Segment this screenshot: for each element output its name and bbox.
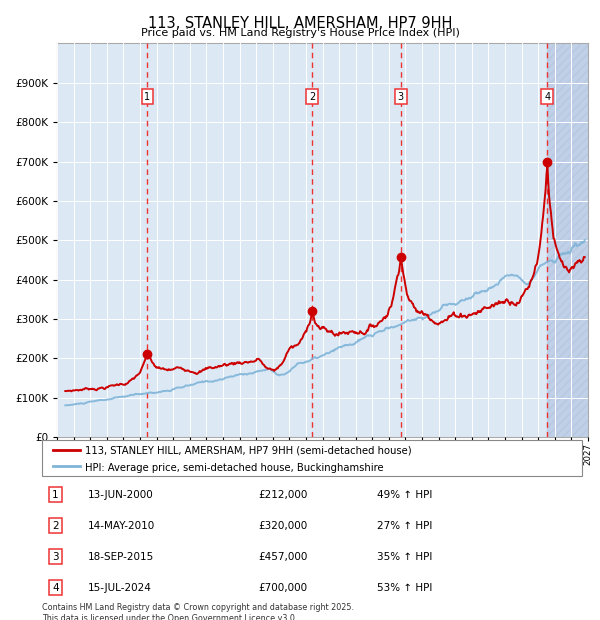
Polygon shape bbox=[547, 43, 588, 437]
Text: 4: 4 bbox=[52, 583, 59, 593]
FancyBboxPatch shape bbox=[42, 440, 582, 476]
Text: 1: 1 bbox=[52, 490, 59, 500]
Text: Price paid vs. HM Land Registry's House Price Index (HPI): Price paid vs. HM Land Registry's House … bbox=[140, 28, 460, 38]
Text: £320,000: £320,000 bbox=[258, 521, 307, 531]
Text: £212,000: £212,000 bbox=[258, 490, 307, 500]
Text: 15-JUL-2024: 15-JUL-2024 bbox=[88, 583, 152, 593]
Text: 3: 3 bbox=[52, 552, 59, 562]
Text: 35% ↑ HPI: 35% ↑ HPI bbox=[377, 552, 432, 562]
Text: 53% ↑ HPI: 53% ↑ HPI bbox=[377, 583, 432, 593]
Text: £700,000: £700,000 bbox=[258, 583, 307, 593]
Text: 2: 2 bbox=[309, 92, 315, 102]
Text: 49% ↑ HPI: 49% ↑ HPI bbox=[377, 490, 432, 500]
Text: Contains HM Land Registry data © Crown copyright and database right 2025.
This d: Contains HM Land Registry data © Crown c… bbox=[42, 603, 354, 620]
Text: 4: 4 bbox=[544, 92, 550, 102]
Text: 14-MAY-2010: 14-MAY-2010 bbox=[88, 521, 155, 531]
Text: 3: 3 bbox=[398, 92, 404, 102]
Text: 13-JUN-2000: 13-JUN-2000 bbox=[88, 490, 154, 500]
Text: £457,000: £457,000 bbox=[258, 552, 307, 562]
Text: 27% ↑ HPI: 27% ↑ HPI bbox=[377, 521, 432, 531]
Text: 2: 2 bbox=[52, 521, 59, 531]
Text: 113, STANLEY HILL, AMERSHAM, HP7 9HH: 113, STANLEY HILL, AMERSHAM, HP7 9HH bbox=[148, 16, 452, 30]
Text: 113, STANLEY HILL, AMERSHAM, HP7 9HH (semi-detached house): 113, STANLEY HILL, AMERSHAM, HP7 9HH (se… bbox=[85, 446, 412, 456]
Text: 1: 1 bbox=[145, 92, 151, 102]
Text: HPI: Average price, semi-detached house, Buckinghamshire: HPI: Average price, semi-detached house,… bbox=[85, 463, 384, 472]
Text: 18-SEP-2015: 18-SEP-2015 bbox=[88, 552, 154, 562]
